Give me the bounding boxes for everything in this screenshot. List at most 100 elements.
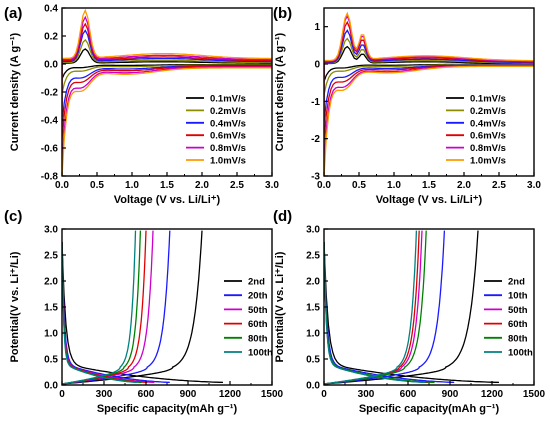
x-tick-label: 600 [400,389,417,400]
x-tick-label: 3.0 [265,180,279,191]
legend-label: 1.0mV/s [210,156,246,167]
legend-label: 0.8mV/s [210,143,246,154]
series-line [62,29,272,123]
x-tick-label: 0.5 [352,180,366,191]
series-group [62,8,272,176]
y-axis-label: Potential(V vs. Li⁺/Li) [274,251,286,362]
series-line [324,230,479,385]
series-line [324,45,534,82]
series-line [324,230,446,385]
chart-panel: 0 300 600 900 1200 1500 0.0 0.5 1.0 1.5 2.0 2.5 3.0 S… [4,208,284,415]
x-tick-label: 300 [96,389,113,400]
legend-label: 60th [248,319,268,330]
y-axis-label: Current density (A g⁻¹) [274,32,286,151]
chart-panel: 0.0 0.5 1.0 1.5 2.0 2.5 3.0 -3 -2 -1 0 1 Voltage (V … [273,5,541,206]
series-line [324,230,418,385]
series-line [324,29,534,123]
chart-panel: 0 300 600 900 1200 1500 0.0 0.5 1.0 1.5 2.0 2.5 3.0 S… [273,208,546,415]
series-line [62,22,272,141]
y-axis-label: Potential(V vs. Li⁺/Li) [9,251,21,362]
x-tick-label: 1.0 [125,180,139,191]
legend: 2nd 20th 50th 60th 80th 100th [224,277,273,359]
x-tick-label: 2.0 [457,180,471,191]
y-tick-label: -0.8 [41,172,59,183]
x-axis-label: Voltage (V vs. Li/Li⁺) [114,194,221,206]
series-line [62,230,137,385]
series-line [324,37,534,96]
x-tick-label: 0 [59,389,65,400]
y-tick-label: 0.0 [44,60,58,71]
panel-label: (c) [4,208,22,225]
series-line [324,230,423,385]
x-axis-label: Specific capacity(mAh g⁻¹) [97,403,238,415]
y-tick-label: 2.0 [44,277,58,288]
legend-label: 0.4mV/s [210,118,246,129]
x-axis-label: Specific capacity(mAh g⁻¹) [359,403,500,415]
legend-label: 0.6mV/s [210,131,246,142]
legend-label: 10th [508,291,528,302]
series-line [324,230,427,385]
legend-label: 2nd [508,277,525,288]
legend: 0.1mV/s0.2mV/s0.4mV/s 0.6mV/s0.8mV/s 1.0mV… [186,94,246,167]
plot-frame [61,228,273,386]
series-line [62,38,272,94]
x-tick-label: 300 [358,389,375,400]
x-tick-label: 2.5 [230,180,244,191]
series-line [62,241,137,384]
x-tick-label: 0.0 [317,180,331,191]
series-line [324,20,534,142]
y-tick-label: 0.2 [44,32,58,43]
legend-label: 100th [508,348,533,359]
series-group [62,230,224,385]
legend-label: 0.6mV/s [470,131,506,142]
legend-label: 0.8mV/s [470,143,506,154]
y-tick-label: 3.0 [306,225,320,236]
x-tick-label: 900 [180,389,197,400]
legend-label: 1.0mV/s [470,156,506,167]
x-tick-label: 2.5 [492,180,506,191]
y-tick-label: 0.0 [306,381,320,392]
y-tick-label: 0 [314,60,320,71]
panel-label: (a) [4,5,22,22]
y-tick-label: -3 [311,172,320,183]
series-line [324,14,534,166]
legend-label: 50th [248,305,268,316]
legend: 2nd 10th 50th 60th 80th 100th [484,277,533,359]
x-tick-label: 0.0 [55,180,69,191]
series-line [324,241,455,384]
series-group [324,230,500,385]
y-tick-label: 1.5 [44,303,58,314]
series-line [62,8,272,176]
series-line [324,230,420,385]
y-axis-label: Current density (A g⁻¹) [9,32,21,151]
y-tick-label: -0.6 [41,144,59,155]
x-tick-label: 0.5 [90,180,104,191]
series-line [62,48,272,80]
legend-label: 100th [248,348,273,359]
x-tick-label: 1200 [219,389,242,400]
legend-label: 2nd [248,277,265,288]
y-tick-label: 1.0 [44,329,58,340]
x-tick-label: 3.0 [527,180,541,191]
chart-panel: 0.0 0.5 1.0 1.5 2.0 2.5 3.0 -0.8 -0.6 -0.4 -0.2 0.0… [4,4,279,207]
x-tick-label: 900 [442,389,459,400]
y-tick-label: 1 [314,22,320,33]
legend-label: 0.2mV/s [210,106,246,117]
y-tick-label: -2 [311,134,320,145]
series-line [62,241,170,384]
series-line [62,230,147,385]
x-tick-label: 1.5 [422,180,436,191]
y-tick-label: 0.5 [306,355,320,366]
x-axis-label: Voltage (V vs. Li/Li⁺) [376,194,483,206]
series-line [62,241,155,384]
y-tick-label: -0.4 [41,116,59,127]
legend-label: 0.2mV/s [470,106,506,117]
y-tick-label: 2.5 [44,251,58,262]
legend-label: 50th [508,305,528,316]
y-tick-label: 2.5 [306,251,320,262]
legend: 0.1mV/s0.2mV/s0.4mV/s 0.6mV/s0.8mV/s 1.0mV… [446,94,506,167]
legend-label: 60th [508,319,528,330]
y-tick-label: 0.5 [44,355,58,366]
x-tick-label: 1.0 [387,180,401,191]
